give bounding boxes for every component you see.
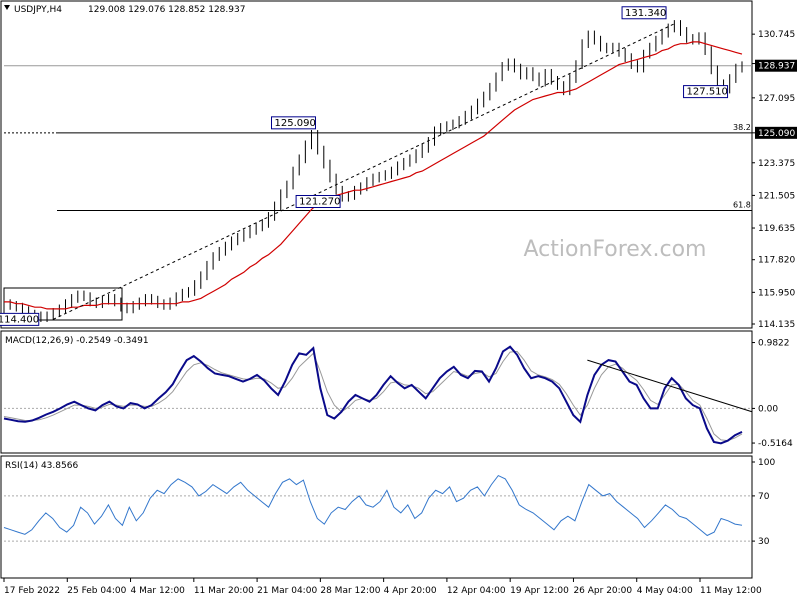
watermark: ActionForex.com	[524, 237, 707, 262]
price-panel-frame	[0, 0, 753, 329]
fib-axis-label: 125.090	[758, 129, 795, 139]
time-tick-label: 19 Apr 12:00	[510, 586, 569, 596]
macd-panel-frame	[0, 330, 753, 454]
rsi-panel: 100 70 30	[3, 458, 775, 547]
price-annotation-box	[295, 194, 341, 208]
price-axis-tick-label: 119.635	[758, 224, 795, 234]
price-axis-tick-label: 123.375	[758, 159, 795, 169]
price-axis-tick-label: 114.135	[758, 320, 795, 330]
price-panel: 130.745129.060127.095125.090123.375121.5…	[0, 6, 797, 330]
moving-average-line	[4, 41, 743, 310]
price-header: USDJPY,H4 129.008 129.076 128.852 128.93…	[4, 5, 245, 15]
collapse-triangle-icon[interactable]	[4, 5, 10, 10]
price-axis-tick-label: 130.745	[758, 30, 795, 40]
rsi-line	[3, 474, 743, 537]
current-price-label: 128.937	[758, 62, 795, 72]
rsi-axis-tick-label: 70	[758, 492, 770, 502]
time-tick-label: 11 Mar 20:00	[194, 586, 254, 596]
macd-panel: 0.9822 0.00 -0.5164	[3, 339, 793, 449]
fib-axis-box	[755, 126, 797, 139]
price-annotation-label: 131.340	[625, 8, 666, 19]
time-tick-label: 4 May 04:00	[637, 586, 693, 596]
price-axis-tick-label: 121.505	[758, 191, 795, 201]
price-annotation-box	[683, 85, 729, 99]
rsi-axis-tick-label: 30	[758, 537, 770, 547]
time-axis: 17 Feb 2022 25 Feb 04:00 4 Mar 12:00 11 Mar…	[3, 578, 762, 596]
rsi-panel-frame	[0, 455, 753, 579]
time-tick-label: 25 Feb 04:00	[67, 586, 126, 596]
price-annotation-label: 125.090	[275, 118, 316, 129]
time-tick-label: 11 May 12:00	[700, 586, 762, 596]
fib-level-label: 38.2	[733, 123, 751, 132]
macd-signal-line	[3, 350, 743, 442]
time-tick-label: 28 Mar 12:00	[320, 586, 380, 596]
price-axis-tick-label: 117.820	[758, 256, 795, 266]
macd-title: MACD(12,26,9) -0.2549 -0.3491	[5, 336, 149, 346]
time-tick-label: 26 Apr 20:00	[573, 586, 632, 596]
ohlc-values: 129.008 129.076 128.852 128.937	[88, 5, 245, 15]
price-annotation-box	[621, 6, 667, 20]
price-annotation-box	[0, 312, 40, 326]
price-axis-tick-label: 127.095	[758, 94, 795, 104]
rsi-title: RSI(14) 43.8566	[5, 461, 78, 471]
time-tick-label: 12 Apr 04:00	[447, 586, 506, 596]
price-annotation-label: 121.270	[299, 196, 340, 207]
time-tick-label: 17 Feb 2022	[4, 586, 60, 596]
rsi-axis-tick-label: 100	[758, 458, 775, 468]
time-tick-label: 4 Mar 12:00	[131, 586, 186, 596]
symbol-label: USDJPY,H4	[14, 5, 62, 15]
macd-axis-tick-label: -0.5164	[758, 439, 793, 449]
time-tick-label: 4 Apr 20:00	[384, 586, 437, 596]
fib-level-label: 61.8	[733, 200, 751, 209]
current-price-box	[755, 59, 797, 72]
macd-axis-tick-label: 0.00	[758, 404, 778, 414]
price-annotation-box	[271, 116, 316, 130]
time-tick-label: 21 Mar 04:00	[257, 586, 317, 596]
price-annotation-label: 127.510	[687, 87, 728, 98]
macd-main-line	[3, 345, 743, 445]
macd-trend-line	[587, 359, 753, 413]
price-axis-tick-label: 115.950	[758, 288, 795, 298]
macd-axis-tick-label: 0.9822	[758, 339, 790, 349]
trend-line	[52, 23, 675, 320]
price-annotation-label: 114.400	[0, 314, 39, 325]
